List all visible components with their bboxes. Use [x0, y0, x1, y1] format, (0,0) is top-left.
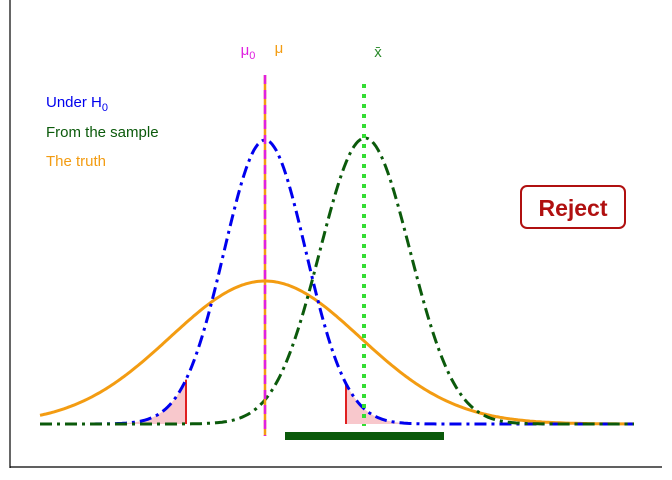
- xbar-label: x̄: [374, 44, 382, 61]
- truth-curve: [39, 279, 634, 426]
- h0-curve: [40, 138, 634, 426]
- mu0-symbol: μ: [241, 42, 250, 59]
- mu0-label: μ0: [241, 42, 256, 62]
- sample-curve: [40, 136, 634, 426]
- decision-text: Reject: [538, 195, 607, 221]
- decision-box: [520, 185, 626, 229]
- left-tail: [120, 379, 186, 424]
- mu-label: μ: [275, 40, 284, 57]
- mu0-sub: 0: [249, 50, 255, 62]
- legend-sub: 0: [102, 102, 108, 114]
- legend-truth: The truth: [46, 153, 106, 170]
- curves: [39, 75, 634, 440]
- confidence-interval: [285, 432, 444, 440]
- legend-sample: From the sample: [46, 124, 159, 141]
- right-tail: [346, 383, 410, 424]
- legend-text: Under H: [46, 94, 102, 111]
- legend-under-h0: Under H0: [46, 94, 108, 114]
